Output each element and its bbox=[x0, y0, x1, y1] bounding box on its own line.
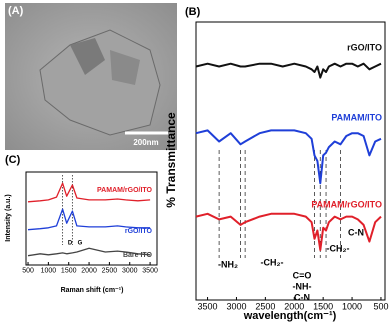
x-tick-label: 500 bbox=[22, 267, 34, 274]
panel-a: 200nm (A) bbox=[5, 3, 177, 150]
panel-c: (C) Intensity (a.u.) Raman shift (cm⁻¹) 500… bbox=[5, 154, 158, 294]
annotation: -NH₂ bbox=[218, 259, 238, 269]
x-tick-label: 3500 bbox=[198, 302, 218, 312]
x-tick-label: 2500 bbox=[102, 267, 118, 274]
x-axis-label: Raman shift (cm⁻¹) bbox=[61, 287, 124, 294]
spectrum-line bbox=[195, 62, 382, 79]
x-tick-label: 1500 bbox=[61, 267, 77, 274]
panel-label: (C) bbox=[5, 154, 21, 166]
x-tick-label: 3000 bbox=[226, 302, 246, 312]
spectrum-line bbox=[195, 212, 382, 251]
x-tick-label: 2000 bbox=[284, 302, 304, 312]
x-tick-label: 2000 bbox=[81, 267, 97, 274]
plot-frame bbox=[195, 21, 386, 301]
annotation: C=O bbox=[293, 270, 312, 280]
x-axis-label: wavelength(cm⁻¹) bbox=[243, 310, 337, 322]
x-tick-label: 2500 bbox=[255, 302, 275, 312]
annotation: G bbox=[78, 241, 83, 247]
series-label: rGO/ITO bbox=[347, 42, 382, 52]
series-label: PAMAM/rGO/ITO bbox=[97, 187, 153, 194]
annotation: -CH₂- bbox=[261, 257, 284, 267]
annotation: C-N bbox=[294, 292, 310, 302]
series-label: Bare ITO bbox=[123, 252, 153, 259]
scale-bar-label: 200nm bbox=[133, 138, 158, 147]
flake-fold bbox=[70, 38, 105, 75]
x-tick-label: 3000 bbox=[122, 267, 138, 274]
spectrum-line bbox=[195, 129, 382, 185]
annotation: -CH₂- bbox=[327, 243, 350, 253]
panel-label: (B) bbox=[185, 6, 201, 18]
annotation: C-N bbox=[348, 227, 364, 237]
y-axis-label: Intensity (a.u.) bbox=[5, 194, 12, 241]
annotation: -NH- bbox=[293, 281, 312, 291]
spectrum-line bbox=[27, 208, 151, 231]
y-axis-label: % Transmittance bbox=[164, 112, 178, 208]
series-label: PAMAM/ITO bbox=[331, 112, 382, 122]
flake-fold bbox=[110, 50, 140, 85]
x-tick-label: 500 bbox=[373, 302, 388, 312]
series-label: PAMAM/rGO/ITO bbox=[311, 199, 382, 209]
plot-frame bbox=[25, 171, 158, 266]
panel-b: (B) % Transmittance wavelength(cm⁻¹) 3500 30… bbox=[164, 6, 388, 322]
x-tick-label: 1000 bbox=[342, 302, 362, 312]
x-tick-label: 1500 bbox=[313, 302, 333, 312]
spectrum-line bbox=[27, 247, 151, 257]
spectrum-line bbox=[27, 182, 151, 203]
annotation: D bbox=[68, 241, 73, 247]
flake bbox=[39, 29, 161, 136]
x-tick-label: 1000 bbox=[41, 267, 57, 274]
x-tick-label: 3500 bbox=[142, 267, 158, 274]
panel-label: (A) bbox=[8, 5, 24, 17]
series-label: rGO/ITO bbox=[125, 228, 153, 235]
